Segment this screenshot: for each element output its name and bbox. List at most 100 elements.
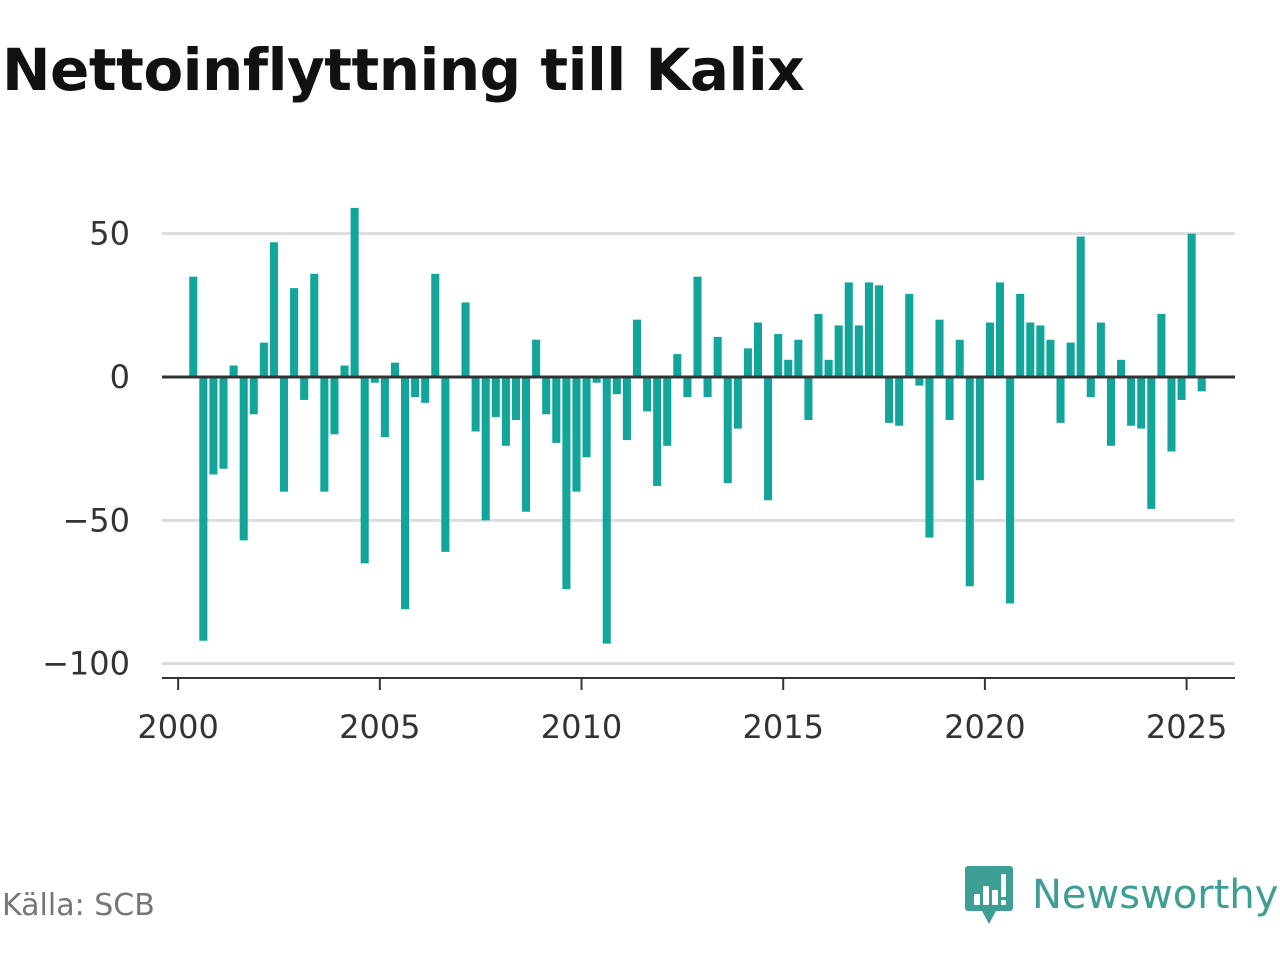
bar <box>663 377 672 446</box>
bar <box>390 362 399 377</box>
bar <box>350 207 359 377</box>
bar <box>310 273 319 377</box>
bar <box>1056 377 1065 423</box>
bar <box>380 377 389 438</box>
bar <box>491 377 500 418</box>
bar <box>703 377 712 398</box>
bar <box>945 377 954 420</box>
bar <box>1096 322 1105 377</box>
bar <box>562 377 571 590</box>
bar <box>461 302 470 377</box>
x-tick-label: 2020 <box>944 708 1025 746</box>
bar <box>219 377 228 469</box>
bar <box>370 377 379 383</box>
bar <box>441 377 450 552</box>
newsworthy-logo-icon <box>965 866 1013 924</box>
bar <box>1147 377 1156 509</box>
bar <box>794 339 803 377</box>
bar <box>753 322 763 377</box>
bar <box>693 276 702 377</box>
bar <box>320 377 329 492</box>
bar <box>834 325 843 377</box>
bar <box>421 377 430 403</box>
bars <box>189 207 1206 644</box>
bar <box>501 377 510 446</box>
bar <box>975 377 984 481</box>
bar <box>995 282 1005 377</box>
bar <box>985 322 994 377</box>
bar <box>259 342 268 377</box>
bar <box>330 377 339 435</box>
bar <box>1036 325 1045 377</box>
bar <box>885 377 894 423</box>
bar <box>643 377 652 412</box>
bar <box>532 339 541 377</box>
bar <box>572 377 581 492</box>
grid-lines <box>162 232 1235 666</box>
bar <box>249 377 258 415</box>
bar <box>290 288 299 377</box>
bar <box>1137 377 1146 429</box>
bar <box>743 348 752 377</box>
bar <box>1076 236 1085 377</box>
bar <box>269 242 278 377</box>
bar <box>804 377 813 420</box>
bar <box>1006 377 1015 604</box>
bar <box>481 377 490 521</box>
bar <box>1157 313 1166 377</box>
bar <box>814 313 823 377</box>
bar <box>592 377 601 383</box>
bar <box>764 377 773 501</box>
x-tick-label: 2000 <box>137 708 218 746</box>
bar <box>431 273 440 377</box>
bar <box>824 359 833 377</box>
bar <box>1167 377 1176 452</box>
x-tick-label: 2025 <box>1146 708 1227 746</box>
bar <box>229 365 238 377</box>
y-tick-label: −50 <box>62 501 130 539</box>
bar <box>360 377 369 564</box>
bar <box>511 377 521 420</box>
y-tick-label: 0 <box>110 358 130 396</box>
x-tick-label: 2005 <box>339 708 420 746</box>
bar <box>471 377 480 432</box>
bar <box>713 336 722 377</box>
bar <box>401 377 410 610</box>
bar <box>1046 339 1055 377</box>
bar <box>1187 233 1196 377</box>
bar <box>874 285 884 377</box>
bar <box>1197 377 1206 392</box>
bar <box>1026 322 1035 377</box>
bar <box>905 293 914 377</box>
bar <box>1117 359 1126 377</box>
y-tick-label: −100 <box>42 645 130 683</box>
bar <box>854 325 863 377</box>
bar <box>955 339 964 377</box>
x-tick-label: 2010 <box>541 708 622 746</box>
bar <box>895 377 904 426</box>
y-tick-label: 50 <box>89 215 130 253</box>
bar <box>189 276 198 377</box>
source-note: Källa: SCB <box>2 888 155 923</box>
bar <box>844 282 853 377</box>
brand-name: Newsworthy <box>1032 872 1279 918</box>
bar <box>612 377 621 395</box>
x-tick-label: 2015 <box>742 708 823 746</box>
newsworthy-logo: Newsworthy <box>964 864 1278 926</box>
bar <box>723 377 732 484</box>
bar <box>199 377 208 641</box>
bar <box>1086 377 1095 398</box>
bar <box>925 377 934 538</box>
bar <box>1016 293 1025 377</box>
bar <box>1127 377 1136 426</box>
bar <box>1066 342 1075 377</box>
bar <box>300 377 309 400</box>
bar <box>340 365 349 377</box>
bar <box>279 377 289 492</box>
bar <box>522 377 531 512</box>
bar <box>582 377 591 458</box>
bar <box>1177 377 1186 400</box>
bar <box>965 377 974 587</box>
